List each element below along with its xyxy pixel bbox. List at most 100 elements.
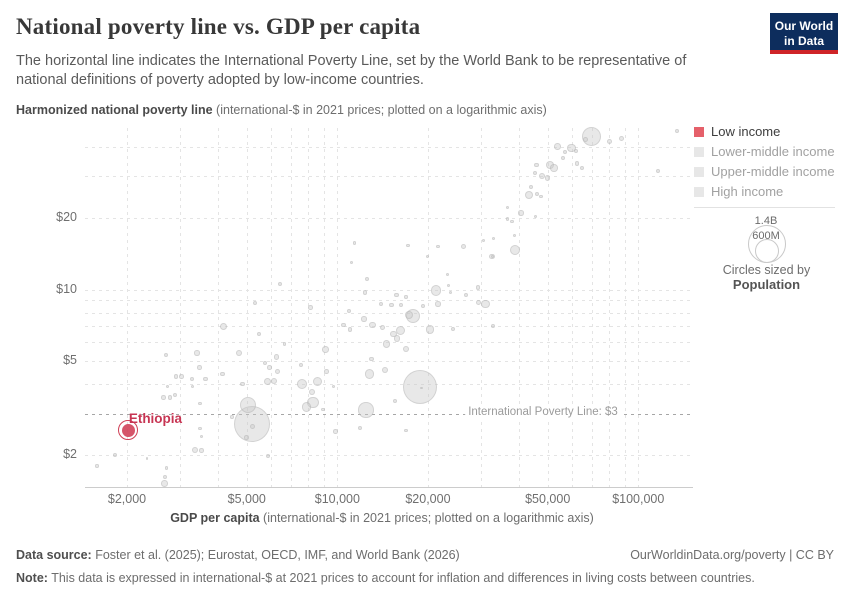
data-point[interactable] <box>399 303 404 308</box>
data-point[interactable] <box>198 447 204 453</box>
data-point[interactable] <box>369 321 376 329</box>
data-point[interactable] <box>446 283 451 288</box>
data-point[interactable] <box>243 435 249 440</box>
data-point[interactable] <box>562 150 567 155</box>
data-point[interactable] <box>534 191 539 196</box>
data-point[interactable] <box>554 143 562 151</box>
data-point[interactable] <box>448 290 453 295</box>
data-point[interactable] <box>509 244 521 256</box>
data-point[interactable] <box>282 342 287 346</box>
data-point[interactable] <box>379 325 385 331</box>
data-point[interactable] <box>420 304 425 309</box>
data-point[interactable] <box>362 290 368 295</box>
data-point[interactable] <box>202 376 208 382</box>
data-point[interactable] <box>579 166 584 171</box>
data-point[interactable] <box>190 384 195 389</box>
data-point[interactable] <box>219 322 228 330</box>
data-point[interactable] <box>450 327 455 332</box>
data-point[interactable] <box>435 301 441 307</box>
data-point[interactable] <box>349 260 354 265</box>
data-point[interactable] <box>619 135 625 141</box>
data-point[interactable] <box>296 378 307 389</box>
legend-item-low-income[interactable]: Low income <box>694 124 840 139</box>
data-point[interactable] <box>388 302 394 308</box>
data-point[interactable] <box>392 398 397 403</box>
data-point[interactable] <box>164 466 168 470</box>
data-point[interactable] <box>550 164 558 172</box>
data-point[interactable] <box>179 374 184 379</box>
data-point[interactable] <box>164 352 169 357</box>
data-point[interactable] <box>382 366 388 373</box>
data-point[interactable] <box>358 426 363 431</box>
data-point[interactable] <box>390 330 397 338</box>
data-point[interactable] <box>492 236 496 241</box>
legend-item-lower-middle-income[interactable]: Lower-middle income <box>694 144 840 159</box>
data-point[interactable] <box>145 457 149 460</box>
data-point[interactable] <box>236 350 243 356</box>
data-point[interactable] <box>425 324 435 334</box>
data-point[interactable] <box>364 369 375 379</box>
data-point[interactable] <box>321 407 325 412</box>
owid-logo[interactable]: Our World in Data <box>770 13 838 54</box>
data-point[interactable] <box>406 244 410 248</box>
data-point[interactable] <box>675 129 680 134</box>
data-point[interactable] <box>361 316 367 322</box>
data-point[interactable] <box>346 309 351 314</box>
legend-item-upper-middle-income[interactable]: Upper-middle income <box>694 164 840 179</box>
legend-item-high-income[interactable]: High income <box>694 184 840 199</box>
data-point[interactable] <box>165 384 169 389</box>
data-point[interactable] <box>544 175 551 181</box>
data-point[interactable] <box>512 233 516 238</box>
data-point[interactable] <box>331 384 336 389</box>
data-point[interactable] <box>560 155 565 160</box>
data-point[interactable] <box>239 381 245 387</box>
data-point[interactable] <box>265 454 270 459</box>
data-point[interactable] <box>533 171 538 176</box>
data-point[interactable] <box>518 210 524 216</box>
data-point[interactable] <box>189 376 194 381</box>
data-point[interactable] <box>262 361 267 365</box>
data-point[interactable] <box>419 386 423 390</box>
data-point[interactable] <box>446 272 450 276</box>
data-point[interactable] <box>253 300 258 305</box>
data-point[interactable] <box>476 300 482 306</box>
data-point[interactable] <box>308 305 313 310</box>
data-point[interactable] <box>490 324 495 329</box>
data-point[interactable] <box>533 214 538 219</box>
data-point[interactable] <box>525 191 534 200</box>
data-point[interactable] <box>347 326 353 332</box>
data-point[interactable] <box>505 217 509 221</box>
data-point[interactable] <box>528 185 533 190</box>
data-point[interactable] <box>404 311 413 320</box>
data-point[interactable] <box>312 376 323 387</box>
ethiopia-point[interactable] <box>121 423 135 437</box>
data-point[interactable] <box>573 148 578 153</box>
data-point[interactable] <box>583 136 589 142</box>
data-point[interactable] <box>162 474 167 479</box>
data-point[interactable] <box>220 371 225 377</box>
data-point[interactable] <box>539 194 543 199</box>
data-point[interactable] <box>308 388 316 396</box>
data-point[interactable] <box>395 326 406 336</box>
data-point[interactable] <box>460 243 466 250</box>
data-point[interactable] <box>510 219 514 223</box>
data-point[interactable] <box>322 345 329 353</box>
data-point[interactable] <box>301 402 311 412</box>
data-point[interactable] <box>379 301 384 306</box>
data-point[interactable] <box>173 374 179 379</box>
data-point[interactable] <box>197 365 202 370</box>
data-point[interactable] <box>263 377 272 386</box>
data-point[interactable] <box>574 161 580 166</box>
data-point[interactable] <box>191 447 198 454</box>
data-point[interactable] <box>655 169 660 174</box>
owid-link[interactable]: OurWorldinData.org/poverty | CC BY <box>630 548 834 562</box>
data-point[interactable] <box>194 350 200 356</box>
data-point[interactable] <box>112 453 117 458</box>
data-point[interactable] <box>341 322 347 328</box>
data-point[interactable] <box>230 415 234 419</box>
data-point[interactable] <box>198 426 202 430</box>
data-point[interactable] <box>393 335 401 343</box>
data-point[interactable] <box>475 285 481 290</box>
data-point[interactable] <box>606 139 612 145</box>
data-point[interactable] <box>482 238 486 242</box>
